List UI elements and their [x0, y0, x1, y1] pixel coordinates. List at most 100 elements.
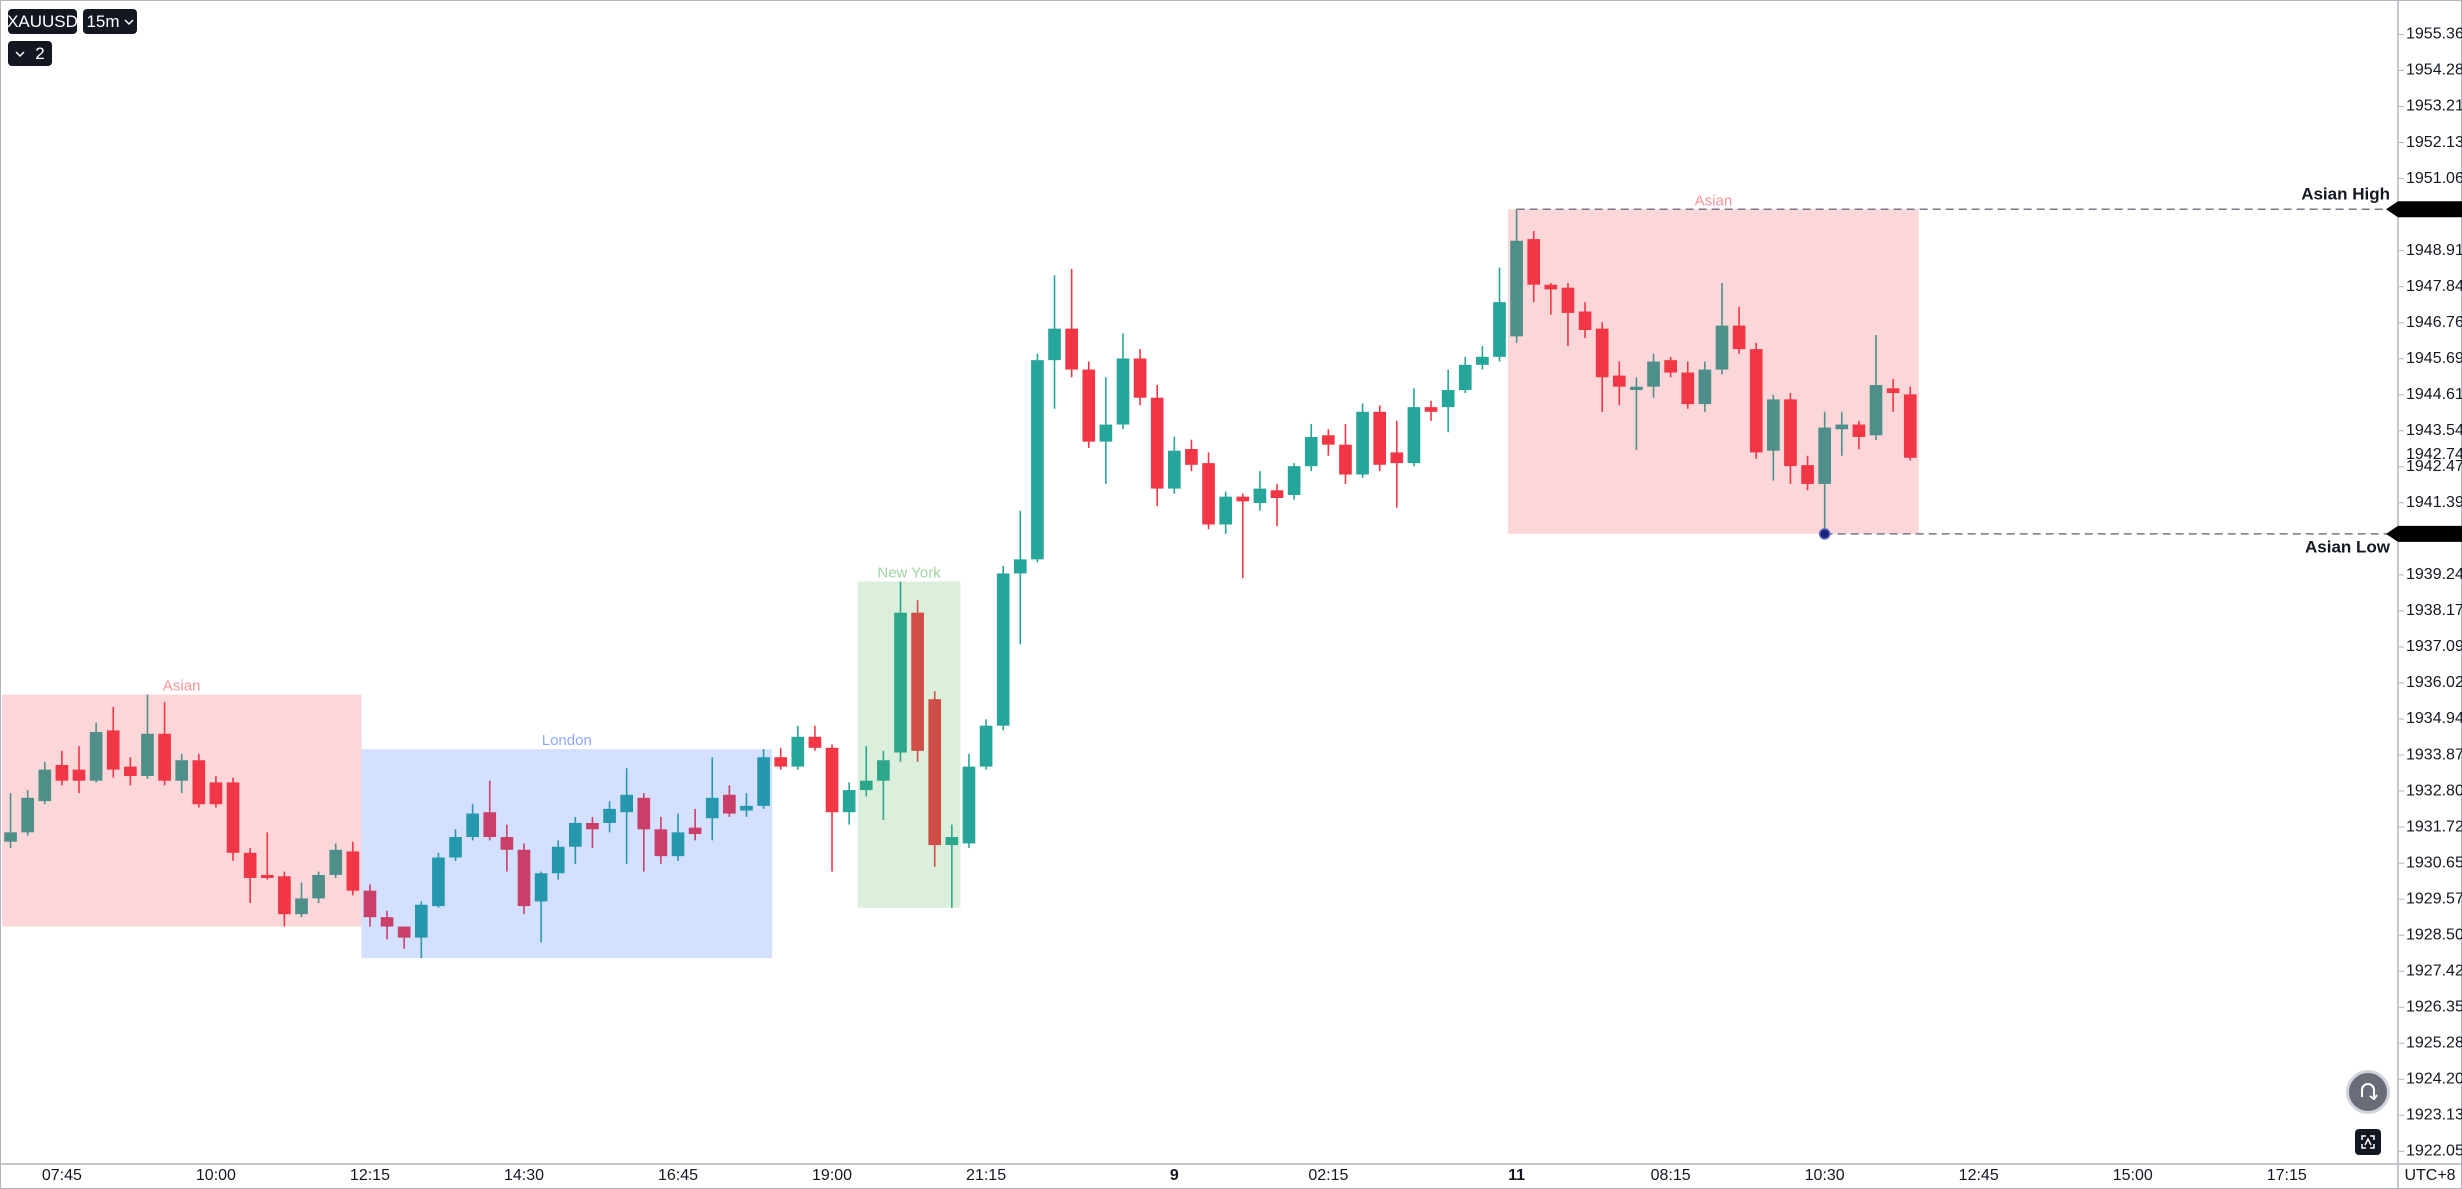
candle-body	[962, 766, 976, 844]
candle-body	[1185, 449, 1198, 465]
candle-body	[72, 769, 86, 781]
candle-body	[1630, 386, 1643, 391]
x-tick-label: 08:15	[1651, 1167, 1691, 1184]
indicator-count: 2	[35, 43, 45, 63]
last-price-label: 1942.742	[2406, 446, 2462, 463]
candle-body	[825, 747, 839, 813]
x-tick-label: 12:15	[350, 1167, 390, 1184]
candle-body	[1116, 358, 1130, 425]
y-tick-label: 1955.362	[2406, 26, 2462, 43]
y-tick-label: 1943.544	[2406, 422, 2462, 439]
x-tick-label: 02:15	[1308, 1167, 1348, 1184]
session-label: Asian	[163, 678, 201, 695]
candle-body	[278, 876, 291, 915]
reset-button[interactable]	[2346, 1070, 2390, 1114]
y-tick-label: 1939.247	[2406, 566, 2462, 583]
x-tick-label: 12:45	[1959, 1167, 1999, 1184]
reset-icon	[2361, 1083, 2378, 1101]
candle-body	[1167, 450, 1181, 489]
y-tick-label: 1936.024	[2406, 674, 2462, 691]
candle-body	[1681, 372, 1695, 405]
candle-body	[363, 890, 377, 918]
candle-body	[928, 699, 942, 846]
session-label: Asian	[1695, 192, 1733, 209]
candle-body	[1561, 287, 1575, 313]
candle-body	[757, 757, 770, 806]
candle-body	[158, 733, 171, 781]
candle-body	[517, 849, 531, 907]
session-box	[361, 749, 773, 959]
candle-body	[1253, 488, 1267, 504]
candle-body	[996, 573, 1010, 726]
candle-body	[894, 612, 907, 753]
candle-body	[1202, 463, 1215, 525]
candle-body	[1373, 411, 1387, 465]
y-tick-label: 1954.288	[2406, 62, 2462, 79]
candle-body	[1476, 356, 1489, 365]
candle-body	[1031, 360, 1044, 560]
symbol-text: XAUUSD	[7, 11, 78, 31]
y-tick-label: 1927.429	[2406, 962, 2462, 979]
y-tick-label: 1941.396	[2406, 494, 2462, 511]
candle-body	[1869, 384, 1883, 436]
candle-body	[688, 827, 702, 835]
symbol-button[interactable]: XAUUSD	[7, 9, 78, 34]
candle-body	[568, 822, 582, 847]
candle-body	[1390, 452, 1404, 464]
session-box	[857, 581, 961, 908]
interval-button[interactable]: 15m	[83, 9, 137, 34]
candle-body	[1424, 407, 1438, 412]
candle-body	[226, 782, 240, 853]
x-tick-label: 14:30	[504, 1167, 544, 1184]
candle-body	[175, 760, 189, 781]
x-tick-label: 16:45	[658, 1167, 698, 1184]
level-label: Asian High	[2301, 185, 2390, 204]
candle-body	[312, 874, 325, 899]
candle-body	[1236, 496, 1250, 502]
candle-body	[1150, 397, 1164, 489]
session-label: London	[542, 732, 592, 749]
candle-body	[449, 837, 462, 858]
candle-body	[243, 852, 257, 878]
candle-body	[4, 832, 17, 842]
candle-body	[1493, 302, 1506, 357]
candle-body	[124, 766, 137, 776]
y-tick-label: 1944.619	[2406, 386, 2462, 403]
candle-body	[141, 733, 154, 776]
candle-body	[192, 760, 206, 805]
candle-body	[1082, 369, 1096, 442]
candle-body	[1766, 399, 1780, 451]
candle-body	[1612, 375, 1626, 387]
candle-body	[1322, 435, 1335, 445]
candle-body	[979, 725, 993, 767]
candle-body	[945, 837, 959, 846]
candle-body	[380, 917, 394, 927]
session-box	[1508, 209, 1919, 534]
candle-body	[1407, 407, 1421, 464]
candle-body	[740, 805, 753, 811]
candle-body	[586, 822, 599, 830]
y-tick-label: 1946.767	[2406, 314, 2462, 331]
candle-body	[1133, 358, 1147, 398]
candle-body	[1647, 361, 1660, 387]
candle-body	[1852, 424, 1866, 437]
auto-scale-button[interactable]	[2355, 1129, 2381, 1155]
y-tick-label: 1948.916	[2406, 242, 2462, 259]
candle-body	[791, 736, 805, 767]
plot-area	[4, 209, 1917, 959]
candle-body	[38, 769, 52, 802]
y-tick-label: 1953.214	[2406, 98, 2462, 115]
anchor-dot	[1818, 528, 1831, 540]
candle-body	[1818, 427, 1832, 484]
x-tick-label: 21:15	[966, 1167, 1006, 1184]
candle-body	[55, 764, 69, 781]
candle-body	[466, 813, 479, 838]
indicators-toggle[interactable]: 2	[8, 41, 52, 66]
candle-body	[1664, 360, 1677, 373]
candle-body	[397, 926, 411, 938]
candle-body	[1732, 325, 1746, 350]
y-tick-label: 1945.693	[2406, 350, 2462, 367]
candle-body	[1270, 490, 1284, 498]
candle-body	[1715, 325, 1729, 370]
